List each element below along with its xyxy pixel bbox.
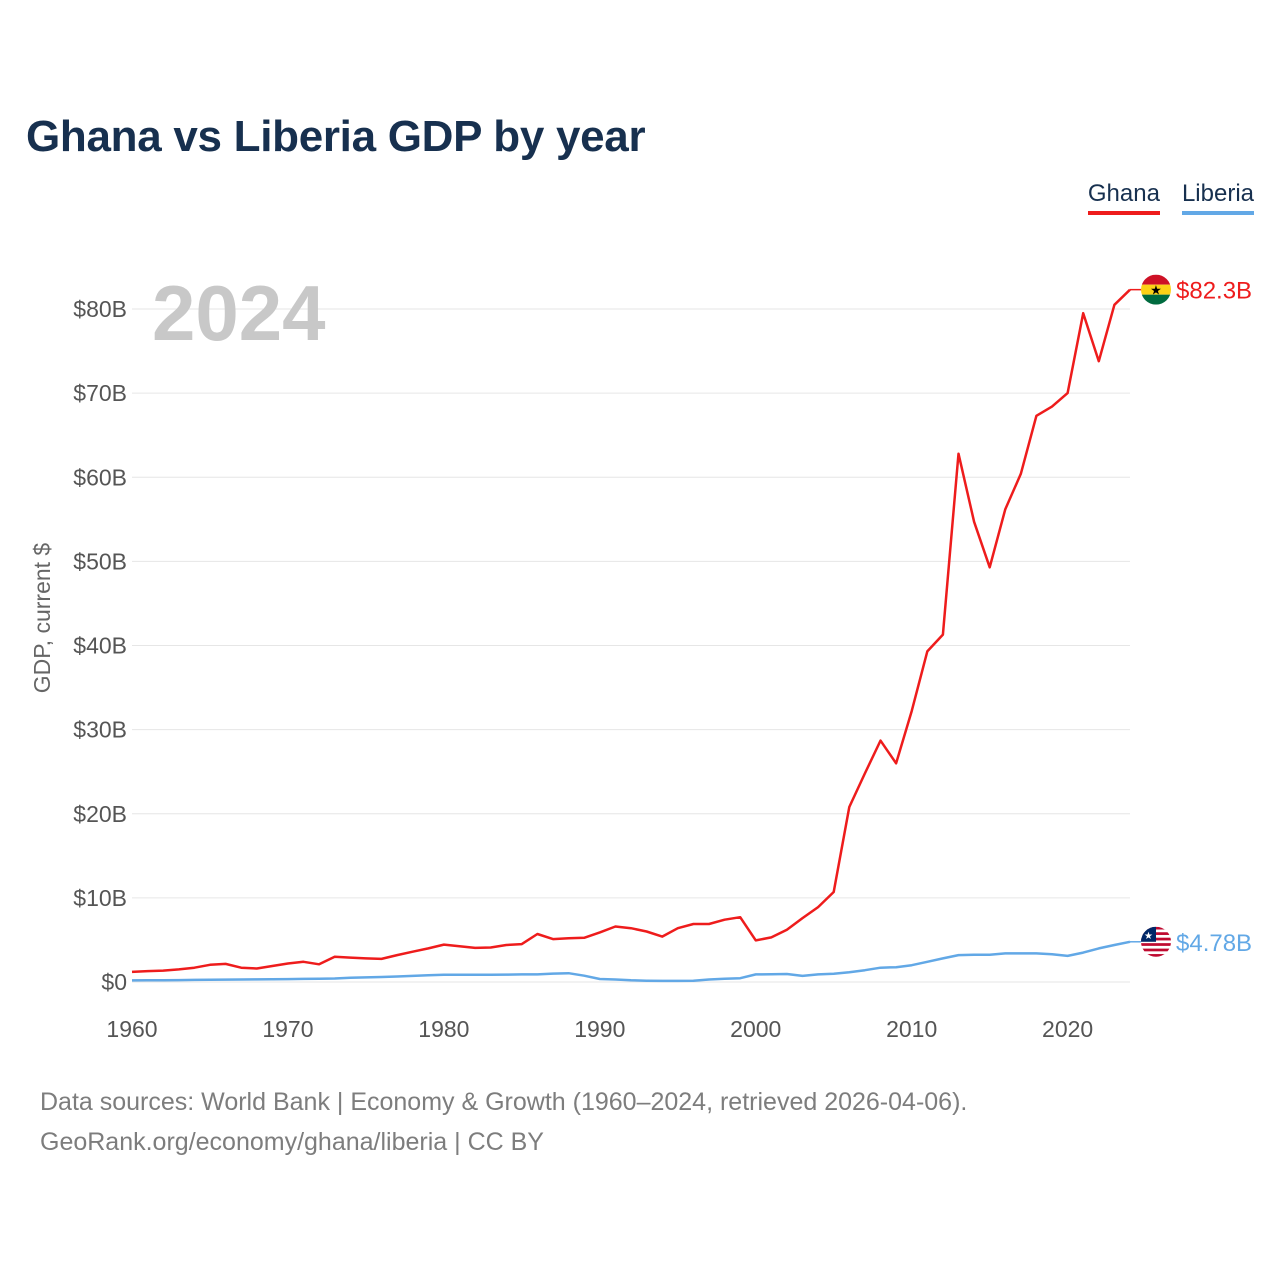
attribution-link[interactable]: GeoRank.org/economy/ghana/liberia | CC B… (40, 1128, 544, 1156)
legend-item-ghana[interactable]: Ghana (1087, 180, 1160, 215)
y-axis-label: GDP, current $ (29, 543, 55, 694)
svg-text:★: ★ (1150, 284, 1162, 299)
ghana-flag-icon: ★ (1141, 274, 1171, 305)
footer: Data sources: World Bank | Economy & Gro… (40, 1082, 967, 1162)
series-end-label-liberia: $4.78B (1176, 930, 1252, 957)
x-tick-label: 1990 (574, 1016, 625, 1042)
series-line-ghana[interactable] (131, 288, 1131, 974)
y-tick-label: $80B (73, 296, 127, 322)
y-tick-label: $40B (73, 633, 127, 659)
chart-title: Ghana vs Liberia GDP by year (26, 112, 646, 161)
legend: Ghana Liberia (1087, 180, 1254, 215)
series-line-liberia[interactable] (131, 940, 1131, 983)
x-tick-label: 1970 (262, 1016, 313, 1042)
y-tick-label: $60B (73, 464, 127, 490)
x-tick-label: 2010 (886, 1016, 937, 1042)
series-end-label-ghana: $82.3B (1176, 278, 1252, 305)
y-tick-label: $70B (73, 380, 127, 406)
line-chart: $0 $10B $20B $30B $40B $50B $60B $70B $80B 1960 19… (29, 269, 1252, 1042)
x-tick-label: 2020 (1042, 1016, 1093, 1042)
x-tick-label: 1980 (418, 1016, 469, 1042)
legend-item-liberia[interactable]: Liberia (1181, 180, 1254, 215)
y-tick-label: $50B (73, 548, 127, 574)
x-tick-label: 2000 (730, 1016, 781, 1042)
y-tick-label: $20B (73, 801, 127, 827)
x-tick-label: 1960 (106, 1016, 157, 1042)
data-source-note: Data sources: World Bank | Economy & Gro… (40, 1088, 968, 1116)
y-tick-label: $10B (73, 885, 127, 911)
liberia-flag-icon: ★ (1141, 926, 1171, 957)
year-watermark: 2024 (152, 269, 326, 357)
y-tick-label: $0 (101, 969, 127, 995)
y-tick-label: $30B (73, 717, 127, 743)
svg-text:★: ★ (1144, 931, 1153, 942)
